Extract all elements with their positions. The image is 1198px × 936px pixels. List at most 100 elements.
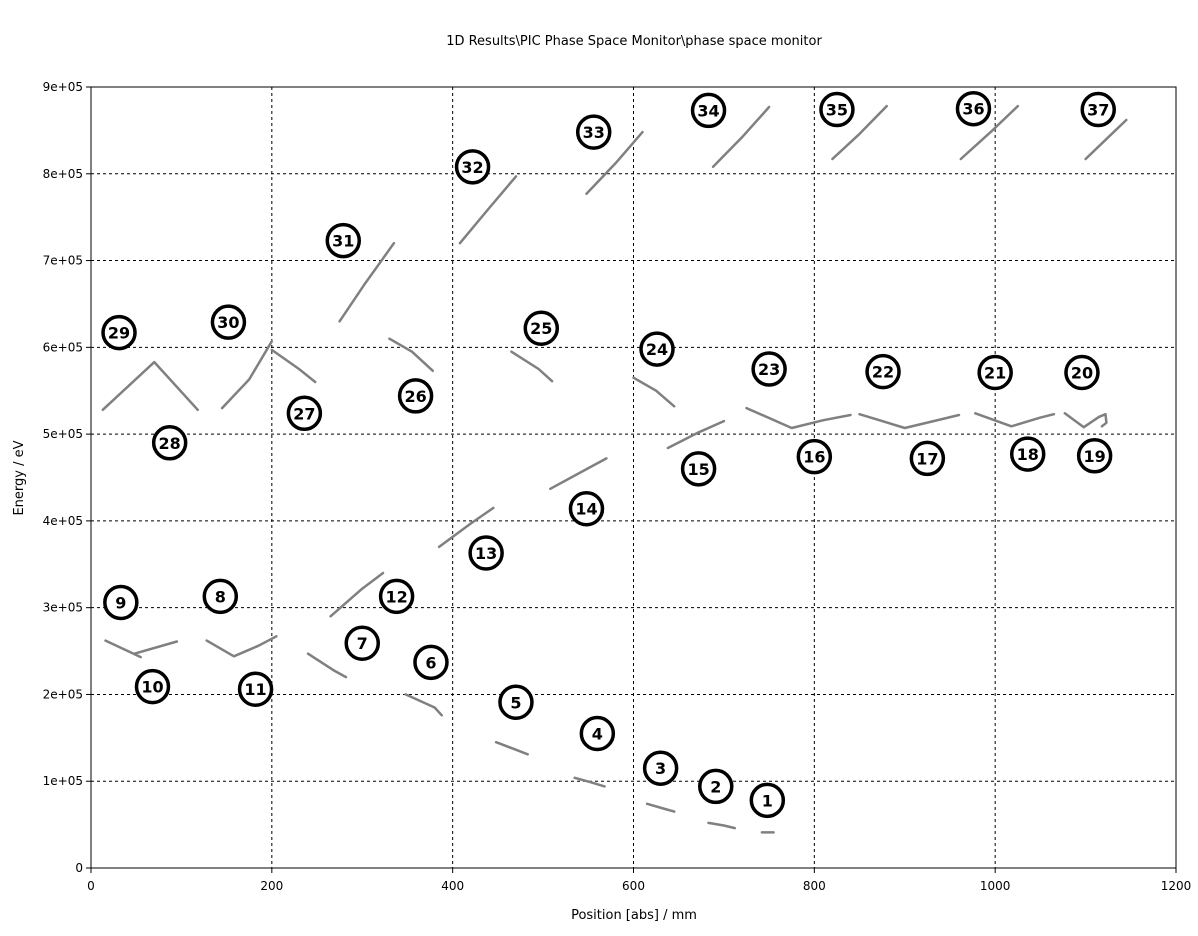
bunch-label-circle [690,92,727,129]
bunch-label-number: 36 [962,100,984,119]
bunch-label: 14 [568,490,605,527]
bunch-label: 2 [698,768,734,805]
bunch-label-number: 8 [215,587,226,606]
y-tick-label: 1e+05 [43,774,83,788]
y-axis-label: Energy / eV [12,440,27,515]
bunch-label-number: 33 [583,123,605,142]
phase-space-segment [510,350,554,383]
y-tick-label: 8e+05 [43,167,83,181]
y-tick-label: 0 [75,861,83,875]
bunch-label-number: 14 [575,500,597,519]
phase-space-segment [645,802,676,813]
bunch-label: 25 [523,310,560,346]
x-tick-label: 800 [803,879,826,893]
bunch-label: 37 [1080,91,1116,128]
bunch-label-circle [579,715,616,752]
x-axis-ticks: 0 200 400 600 800 1000 1200 [87,868,1191,893]
bunch-label-number: 21 [984,363,1006,382]
bunch-label: 9 [103,584,139,621]
phase-space-segment [494,740,529,756]
phase-space-segment [1063,412,1108,429]
bunch-label-circle [575,114,612,150]
bunch-label-number: 17 [916,449,938,468]
bunch-label-number: 1 [762,791,773,810]
bunch-label-number: 10 [141,678,163,697]
phase-space-traces [101,104,1128,834]
bunch-label: 8 [202,578,239,615]
bunch-label: 28 [151,425,188,461]
bunch-label-number: 13 [475,544,497,563]
bunch-label-circle [286,395,323,432]
phase-space-segment [573,776,606,788]
bunch-label: 17 [909,440,946,477]
phase-space-segment [585,130,644,195]
bunch-label-circle [1080,91,1116,128]
bunch-label-number: 12 [385,587,407,606]
bunch-label-number: 37 [1087,101,1109,120]
phase-space-segment [549,457,608,491]
bunch-label: 27 [286,395,323,432]
bunch-label: 31 [325,222,362,259]
bunch-label: 36 [955,90,992,127]
bunch-label-number: 11 [244,680,266,699]
bunch-label-number: 6 [425,653,436,672]
bunch-label-circle [498,684,534,721]
phase-space-segment [831,104,888,161]
bunch-label-number: 23 [758,360,780,379]
bunch-label: 35 [819,91,855,128]
bunch-label: 12 [378,578,415,615]
bunch-label-number: 2 [710,777,721,796]
bunch-label-circle [202,578,239,615]
bunch-label: 10 [134,668,171,705]
bunch-label-circle [344,625,380,661]
bunch-label-circle [103,584,139,621]
bunch-label-circle [977,354,1013,391]
bunch-label-circle [749,782,786,819]
bunch-label-number: 16 [803,448,825,467]
bunch-label-circle [468,535,504,571]
y-tick-label: 2e+05 [43,687,83,701]
bunch-label-circle [454,149,491,185]
bunch-label-number: 3 [655,759,666,778]
bunch-label-circle [1064,354,1100,391]
bunch-label: 21 [977,354,1013,391]
bunch-label-number: 28 [159,434,181,453]
bunch-label-circle [955,90,992,127]
phase-space-segment [338,241,396,323]
bunch-label: 22 [865,353,901,390]
phase-space-segment [959,104,1020,161]
bunch-label-circle [751,351,787,387]
phase-space-segment [133,640,179,655]
bunch-label-circle [642,750,679,786]
bunch-label-number: 9 [115,593,126,612]
bunch-label-number: 15 [687,460,709,479]
phase-space-segment [666,419,726,450]
bunch-label: 33 [575,114,612,150]
phase-space-segment [205,635,278,658]
bunch-label-number: 26 [404,387,426,406]
bunch-label: 5 [498,684,534,721]
chart-title: 1D Results\PIC Phase Space Monitor\phase… [446,34,822,49]
bunch-label: 4 [579,715,616,752]
bunch-label: 16 [796,438,833,475]
phase-space-segment [707,821,737,830]
y-axis-ticks: 0 1e+05 2e+05 3e+05 4e+05 5e+05 6e+05 7e+05 8e+0… [43,80,91,875]
bunch-label: 18 [1009,436,1046,472]
x-tick-label: 0 [87,879,95,893]
bunch-label: 34 [690,92,727,129]
bunch-label: 24 [639,331,675,367]
y-tick-label: 9e+05 [43,80,83,94]
bunch-label-number: 27 [293,404,315,423]
bunch-label-circle [1009,436,1046,472]
bunch-label-number: 5 [510,693,521,712]
bunch-label-number: 22 [872,363,894,382]
bunch-label: 19 [1076,438,1113,474]
bunch-label-number: 30 [217,313,239,332]
y-tick-label: 5e+05 [43,427,83,441]
y-tick-label: 4e+05 [43,514,83,528]
phase-space-segment [1084,118,1128,161]
bunch-label-circle [325,222,362,259]
phase-space-segment [329,571,385,618]
